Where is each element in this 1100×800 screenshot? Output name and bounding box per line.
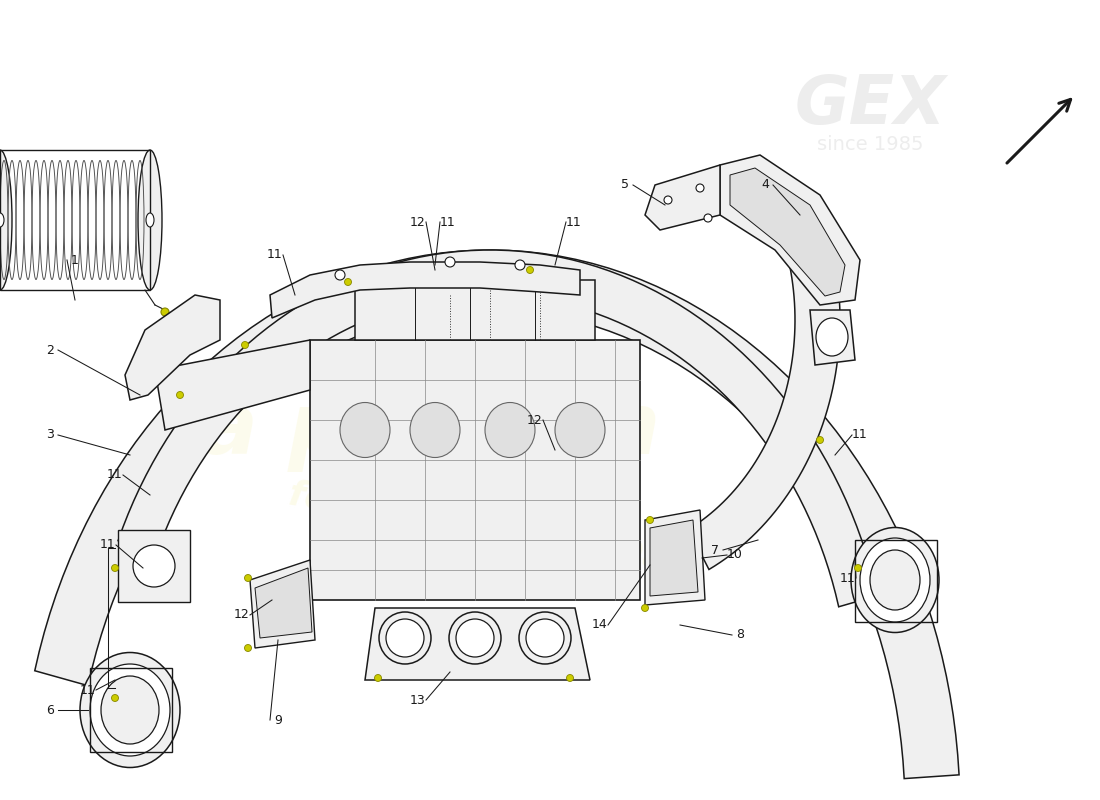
Circle shape — [704, 214, 712, 222]
Text: 11: 11 — [107, 469, 123, 482]
Ellipse shape — [336, 270, 345, 280]
Ellipse shape — [519, 612, 571, 664]
Ellipse shape — [101, 676, 160, 744]
Circle shape — [161, 308, 169, 316]
Ellipse shape — [816, 318, 848, 356]
Text: for parts since 1985: for parts since 1985 — [286, 478, 694, 582]
Text: 13: 13 — [410, 694, 426, 706]
Text: 11: 11 — [566, 215, 582, 229]
Circle shape — [111, 565, 119, 571]
Polygon shape — [250, 560, 315, 648]
Ellipse shape — [386, 619, 424, 657]
Circle shape — [244, 645, 252, 651]
Polygon shape — [650, 520, 699, 596]
Ellipse shape — [379, 612, 431, 664]
Polygon shape — [355, 280, 595, 340]
Ellipse shape — [410, 402, 460, 458]
Circle shape — [374, 674, 382, 682]
FancyBboxPatch shape — [118, 530, 190, 602]
Circle shape — [176, 391, 184, 398]
Circle shape — [111, 694, 119, 702]
Polygon shape — [310, 340, 640, 600]
Circle shape — [527, 266, 534, 274]
Polygon shape — [270, 262, 580, 318]
Ellipse shape — [446, 257, 455, 267]
Circle shape — [696, 184, 704, 192]
Circle shape — [855, 565, 861, 571]
Text: 11: 11 — [267, 249, 283, 262]
Ellipse shape — [556, 402, 605, 458]
Circle shape — [641, 605, 649, 611]
Polygon shape — [125, 295, 220, 400]
Circle shape — [566, 674, 573, 682]
Text: 9: 9 — [274, 714, 282, 726]
Ellipse shape — [90, 664, 170, 756]
Text: 12: 12 — [410, 215, 426, 229]
Polygon shape — [35, 250, 959, 778]
Ellipse shape — [870, 550, 920, 610]
Ellipse shape — [851, 527, 939, 633]
Ellipse shape — [860, 538, 930, 622]
Ellipse shape — [0, 150, 12, 290]
Text: 10: 10 — [727, 549, 742, 562]
Polygon shape — [730, 168, 845, 296]
Ellipse shape — [138, 150, 162, 290]
Ellipse shape — [0, 213, 4, 227]
Text: 11: 11 — [80, 683, 96, 697]
Text: 12: 12 — [527, 414, 543, 426]
Polygon shape — [810, 310, 855, 365]
Circle shape — [816, 437, 824, 443]
Circle shape — [344, 278, 352, 286]
Text: 8: 8 — [736, 629, 744, 642]
Ellipse shape — [133, 545, 175, 587]
Polygon shape — [365, 608, 590, 680]
Ellipse shape — [80, 653, 180, 767]
Text: 5: 5 — [621, 178, 629, 191]
Text: 11: 11 — [840, 571, 856, 585]
Text: 12: 12 — [234, 609, 250, 622]
Circle shape — [664, 196, 672, 204]
Circle shape — [242, 342, 249, 349]
Text: 1: 1 — [72, 254, 79, 266]
Polygon shape — [720, 155, 860, 305]
Ellipse shape — [515, 260, 525, 270]
Text: since 1985: since 1985 — [816, 135, 923, 154]
Ellipse shape — [526, 619, 564, 657]
Ellipse shape — [146, 213, 154, 227]
Text: 4: 4 — [761, 178, 769, 191]
Text: a passion: a passion — [200, 389, 660, 471]
Text: 11: 11 — [100, 538, 116, 551]
Ellipse shape — [485, 402, 535, 458]
Text: 11: 11 — [852, 429, 868, 442]
Text: 6: 6 — [46, 703, 54, 717]
Polygon shape — [689, 193, 840, 570]
Polygon shape — [118, 250, 878, 606]
Polygon shape — [645, 165, 720, 230]
Polygon shape — [255, 568, 312, 638]
Text: 7: 7 — [711, 543, 719, 557]
Text: GEX: GEX — [794, 72, 946, 138]
Polygon shape — [155, 340, 310, 430]
Text: 11: 11 — [440, 215, 455, 229]
Text: 2: 2 — [46, 343, 54, 357]
Text: 3: 3 — [46, 429, 54, 442]
Ellipse shape — [456, 619, 494, 657]
Ellipse shape — [340, 402, 390, 458]
Ellipse shape — [449, 612, 500, 664]
Polygon shape — [645, 510, 705, 605]
Text: 14: 14 — [592, 618, 608, 631]
Circle shape — [244, 574, 252, 582]
Circle shape — [647, 517, 653, 523]
